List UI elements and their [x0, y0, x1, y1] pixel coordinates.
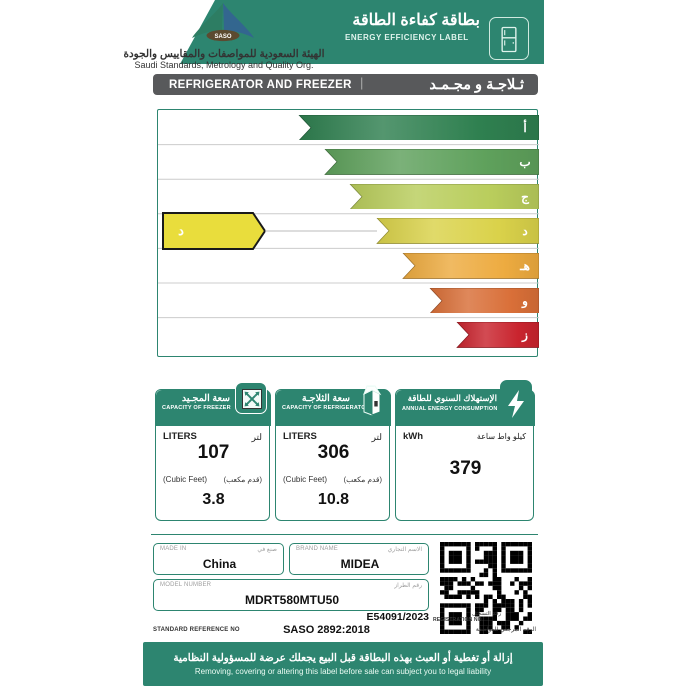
- svg-text:ز: ز: [521, 328, 528, 343]
- svg-text:أ: أ: [523, 119, 526, 134]
- svg-text:و: و: [521, 293, 528, 308]
- svg-text:ج: ج: [521, 190, 529, 205]
- svg-text:SASO: SASO: [214, 34, 231, 40]
- svg-text:ب: ب: [519, 155, 530, 169]
- svg-text:هـ: هـ: [519, 259, 530, 273]
- svg-text:د: د: [522, 224, 527, 238]
